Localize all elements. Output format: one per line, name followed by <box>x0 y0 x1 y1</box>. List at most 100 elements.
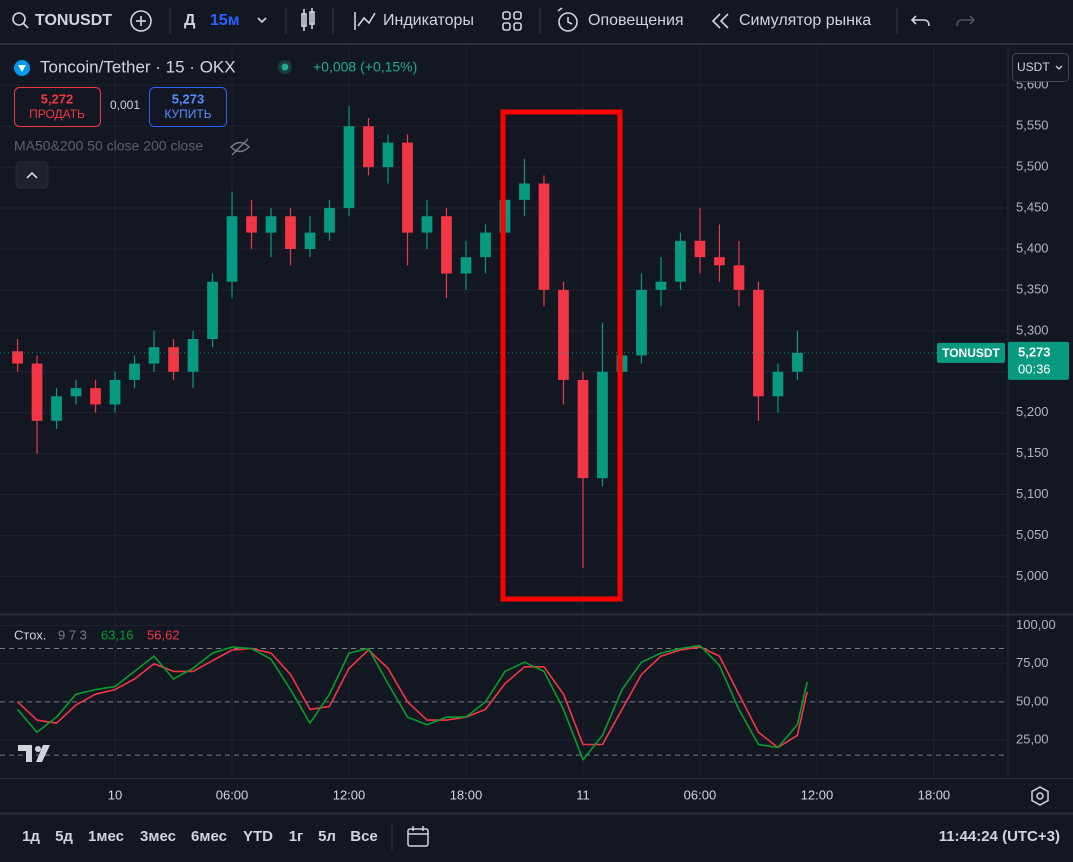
candle-body <box>363 126 374 168</box>
candle-body <box>129 363 140 380</box>
candle-body <box>246 216 257 233</box>
candle-body <box>324 208 335 233</box>
candle-body <box>577 379 589 479</box>
currency-box <box>1012 53 1069 82</box>
collapse-box <box>15 161 49 189</box>
candle-body <box>402 142 413 233</box>
stoch-line <box>16 646 808 749</box>
settings-button[interactable] <box>1031 786 1049 806</box>
tv-logo <box>18 745 50 762</box>
candle-body <box>207 281 218 340</box>
redo-button[interactable] <box>956 15 976 27</box>
range-button[interactable]: YTD <box>243 828 273 845</box>
ma-legend: MA50&200 50 close 200 close <box>14 138 203 154</box>
buy-box <box>149 87 227 127</box>
y-tick-label: 75,00 <box>1016 655 1049 670</box>
symbol-title: Toncoin/Tether · 15 · OKX <box>40 57 236 76</box>
candle-body <box>12 351 23 364</box>
replay-icon <box>719 13 729 29</box>
clock[interactable]: 11:44:24 (UTC+3) <box>939 828 1060 845</box>
stoch-k-value: 63,16 <box>101 627 134 642</box>
range-button[interactable]: 5д <box>55 828 73 845</box>
alarm-icon-hands <box>567 17 573 25</box>
collapse-legend-button[interactable] <box>15 161 49 189</box>
indicators-label: Индикаторы <box>383 12 474 29</box>
interval-prefix: Д <box>184 12 196 29</box>
stoch-params: 9 7 3 <box>58 627 87 642</box>
y-tick-label: 5,400 <box>1016 240 1049 255</box>
x-tick-label: 11 <box>576 787 590 802</box>
sell-box <box>14 87 101 127</box>
last-tag-box <box>937 342 1005 363</box>
tv-logo-part <box>18 745 32 762</box>
undo-button[interactable] <box>910 15 930 27</box>
tv-logo-part <box>36 745 50 762</box>
highlight-box <box>500 109 623 602</box>
range-buttons: 1д 5д 1мес 3мес 6мес YTD 1г 5л Все <box>22 828 378 845</box>
indicators-button[interactable]: Индикаторы <box>354 12 474 30</box>
symbol-search[interactable]: TONUSDT <box>12 12 112 29</box>
candle-body <box>382 142 394 168</box>
y-tick-label: 5,550 <box>1016 118 1049 133</box>
eye-slash <box>231 138 249 156</box>
sell-price: 5,272 <box>41 91 74 106</box>
alarm-icon <box>558 12 578 32</box>
candle-body <box>597 371 608 479</box>
price-change: +0,008 (+0,15%) <box>313 59 417 75</box>
replay-button[interactable]: Симулятор рынка <box>711 12 871 29</box>
y-tick-label: 5,000 <box>1016 568 1049 583</box>
y-tick-label: 5,200 <box>1016 404 1049 419</box>
candle-body <box>304 232 316 249</box>
chevron <box>257 17 267 24</box>
buy-label: КУПИТЬ <box>164 107 211 121</box>
plus-icon <box>130 10 152 32</box>
stoch-d-value: 56,62 <box>147 627 180 642</box>
y-tick-label: 5,050 <box>1016 527 1049 542</box>
y-tick-label: 25,00 <box>1016 731 1049 746</box>
buy-button[interactable]: 5,273 КУПИТЬ <box>149 87 227 127</box>
x-tick-label: 10 <box>108 787 122 802</box>
last-price-box <box>1008 341 1069 380</box>
ma-visibility-toggle[interactable] <box>230 138 250 156</box>
candle-body <box>31 363 43 421</box>
y-tick-label: 5,150 <box>1016 445 1049 460</box>
layouts-button[interactable] <box>502 11 522 31</box>
stoch-name: Стох. <box>14 627 46 642</box>
date-range-button[interactable] <box>407 826 429 847</box>
y-tick-label: 5,350 <box>1016 281 1049 296</box>
candle-body <box>109 379 121 405</box>
range-button[interactable]: Все <box>350 828 378 845</box>
candle-body <box>753 289 764 397</box>
range-button[interactable]: 1д <box>22 828 40 845</box>
sell-button[interactable]: 5,272 ПРОДАТЬ <box>14 87 101 127</box>
candle-body <box>636 289 647 356</box>
ton-logo-mark <box>18 65 26 72</box>
range-button[interactable]: 5л <box>318 828 336 845</box>
candle-body <box>558 289 569 380</box>
y-tick-label: 5,500 <box>1016 159 1049 174</box>
legend: Toncoin/Tether · 15 · OKX +0,008 (+0,15%… <box>14 57 417 189</box>
replay-label: Симулятор рынка <box>739 12 871 29</box>
interval-button[interactable]: Д 15м <box>184 12 267 29</box>
x-tick-label: 12:00 <box>333 787 366 802</box>
candle-body <box>538 183 550 290</box>
gear-icon-center <box>1036 792 1044 800</box>
candles <box>0 105 1008 569</box>
x-tick-label: 18:00 <box>450 787 483 802</box>
y-tick-label: 5,450 <box>1016 199 1049 214</box>
toolbar: TONUSDT Д 15м Индикаторы <box>0 7 1073 45</box>
collapse-chevron <box>26 171 38 179</box>
alerts-button[interactable]: Оповещения <box>557 7 684 32</box>
range-button[interactable]: 3мес <box>140 828 176 845</box>
last-price-label: 5,273 <box>1018 344 1051 359</box>
range-button[interactable]: 1мес <box>88 828 124 845</box>
compare-button[interactable] <box>130 10 152 32</box>
range-button[interactable]: 1г <box>289 828 304 845</box>
sell-label: ПРОДАТЬ <box>29 107 85 121</box>
chart-type-button[interactable] <box>301 8 315 31</box>
currency-button[interactable]: USDT <box>1012 53 1069 82</box>
range-button[interactable]: 6мес <box>191 828 227 845</box>
candle-body <box>148 347 160 364</box>
